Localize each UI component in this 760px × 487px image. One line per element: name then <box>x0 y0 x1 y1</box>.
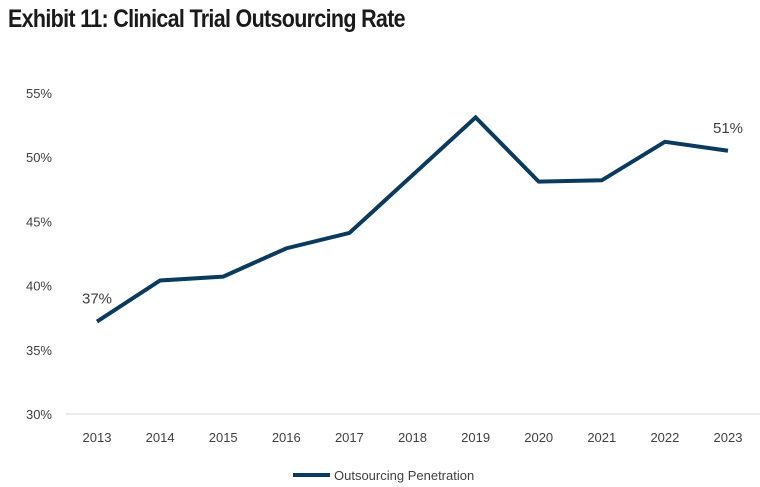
x-tick-label: 2018 <box>398 430 427 445</box>
x-tick-label: 2013 <box>83 430 112 445</box>
y-tick-label: 50% <box>26 150 52 165</box>
x-tick-label: 2021 <box>587 430 616 445</box>
x-tick-label: 2017 <box>335 430 364 445</box>
x-tick-label: 2020 <box>524 430 553 445</box>
y-tick-label: 45% <box>26 214 52 229</box>
x-tick-label: 2014 <box>146 430 175 445</box>
y-tick-label: 35% <box>26 343 52 358</box>
data-label: 51% <box>713 120 743 137</box>
x-tick-label: 2015 <box>209 430 238 445</box>
y-tick-label: 55% <box>26 86 52 101</box>
series-line <box>95 114 729 324</box>
legend-label: Outsourcing Penetration <box>334 468 474 483</box>
x-tick-label: 2016 <box>272 430 301 445</box>
x-tick-label: 2022 <box>650 430 679 445</box>
x-tick-label: 2019 <box>461 430 490 445</box>
y-tick-label: 40% <box>26 279 52 294</box>
chart-title: Exhibit 11: Clinical Trial Outsourcing R… <box>8 5 406 33</box>
x-tick-label: 2023 <box>714 430 743 445</box>
data-label: 37% <box>82 291 112 308</box>
y-tick-label: 30% <box>26 407 52 422</box>
